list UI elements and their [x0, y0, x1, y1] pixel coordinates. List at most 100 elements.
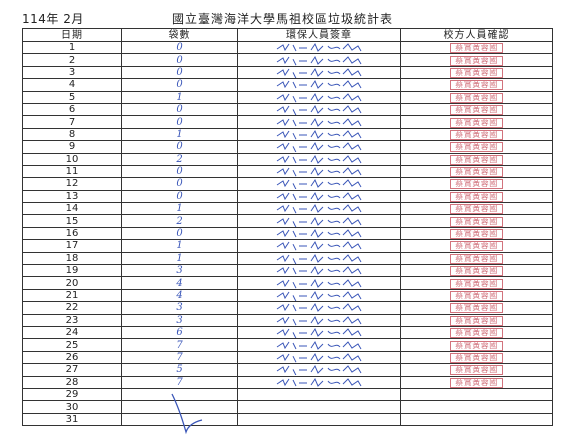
- table-body: 1 0 蔡賞黃蓉國 2 0 蔡賞黃蓉國 3 0 蔡賞黃蓉國 4 0 蔡賞黃蓉國 5 1 蔡賞黃蓉國 6 0 蔡賞黃…: [22, 40, 553, 427]
- table-row: 8 1 蔡賞黃蓉國: [22, 127, 553, 142]
- school-confirmation-cell: 蔡賞黃蓉國: [400, 115, 553, 129]
- date-cell: 30: [22, 400, 122, 414]
- bag-count-cell: 1: [121, 239, 238, 253]
- date-cell: 20: [22, 276, 122, 290]
- school-confirmation-cell: 蔡賞黃蓉國: [400, 325, 553, 340]
- date-cell: 9: [22, 140, 122, 154]
- staff-signature-cell: [237, 239, 401, 253]
- bag-count-cell: 5: [121, 363, 238, 377]
- date-cell: 17: [22, 239, 122, 253]
- staff-signature-cell: [237, 140, 401, 154]
- table-row: 15 2 蔡賞黃蓉國: [22, 214, 553, 228]
- table-row: 7 0 蔡賞黃蓉國: [22, 115, 553, 129]
- table-row: 24 6 蔡賞黃蓉國: [22, 325, 553, 340]
- red-name-stamp: 蔡賞黃蓉國: [450, 117, 503, 128]
- school-confirmation-cell: 蔡賞黃蓉國: [400, 338, 553, 352]
- column-header-bags: 袋數: [121, 28, 238, 42]
- red-name-stamp: 蔡賞黃蓉國: [450, 340, 503, 351]
- bag-count-cell: 2: [121, 214, 238, 228]
- handwritten-signature: [276, 315, 362, 326]
- column-header-date: 日期: [22, 28, 122, 42]
- bag-count-cell: 7: [121, 338, 238, 352]
- staff-signature-cell: [237, 177, 401, 191]
- school-confirmation-cell: 蔡賞黃蓉國: [400, 363, 553, 377]
- table-row: 23 3 蔡賞黃蓉國: [22, 313, 553, 328]
- handwritten-signature: [276, 278, 362, 289]
- school-confirmation-cell: 蔡賞黃蓉國: [400, 177, 553, 191]
- date-cell: 10: [22, 152, 122, 166]
- date-cell: 8: [22, 127, 122, 142]
- bag-count-cell: 0: [121, 65, 238, 80]
- handwritten-signature: [276, 377, 362, 387]
- school-confirmation-cell: 蔡賞黃蓉國: [400, 375, 553, 389]
- handwritten-signature: [276, 67, 362, 78]
- bag-count-cell: 0: [121, 53, 238, 67]
- handwritten-signature: [276, 352, 362, 363]
- staff-signature-cell: [237, 152, 401, 166]
- date-cell: 1: [22, 40, 122, 55]
- garbage-log-table: 日期 袋數 環保人員簽章 校方人員確認 1 0 蔡賞黃蓉國 2 0 蔡賞黃蓉國 3 0 蔡賞黃蓉…: [22, 28, 553, 427]
- red-name-stamp: 蔡賞黃蓉國: [450, 105, 503, 115]
- table-row: 2 0 蔡賞黃蓉國: [22, 53, 553, 67]
- date-cell: 27: [22, 363, 122, 377]
- staff-signature-cell: [237, 400, 401, 414]
- bag-count-cell: 0: [121, 140, 238, 154]
- date-cell: 19: [22, 264, 122, 278]
- handwritten-signature: [276, 229, 362, 238]
- handwritten-signature: [276, 167, 362, 177]
- staff-signature-cell: [237, 214, 401, 228]
- staff-signature-cell: [237, 301, 401, 315]
- school-confirmation-cell: 蔡賞黃蓉國: [400, 65, 553, 80]
- staff-signature-cell: [237, 264, 401, 278]
- table-row: 29: [22, 387, 553, 402]
- bag-count-cell: 3: [121, 264, 238, 278]
- table-row: 26 7 蔡賞黃蓉國: [22, 350, 553, 365]
- bag-count-cell: 0: [121, 189, 238, 204]
- red-name-stamp: 蔡賞黃蓉國: [450, 253, 503, 264]
- school-confirmation-cell: 蔡賞黃蓉國: [400, 127, 553, 142]
- table-row: 18 1 蔡賞黃蓉國: [22, 251, 553, 266]
- handwritten-signature: [276, 266, 362, 276]
- date-cell: 3: [22, 65, 122, 80]
- staff-signature-cell: [237, 338, 401, 352]
- staff-signature-cell: [237, 350, 401, 365]
- handwritten-signature: [276, 55, 362, 66]
- handwritten-signature: [276, 365, 362, 376]
- date-cell: 6: [22, 102, 122, 117]
- table-row: 28 7 蔡賞黃蓉國: [22, 375, 553, 389]
- handwritten-signature: [276, 216, 362, 227]
- date-cell: 11: [22, 164, 122, 179]
- date-cell: 26: [22, 350, 122, 365]
- staff-signature-cell: [237, 53, 401, 67]
- handwritten-signature: [276, 204, 362, 214]
- table-row: 3 0 蔡賞黃蓉國: [22, 65, 553, 80]
- bag-count-cell: 1: [121, 127, 238, 142]
- handwritten-signature: [276, 142, 362, 152]
- handwritten-signature: [276, 340, 362, 350]
- handwritten-signature: [276, 253, 362, 264]
- red-name-stamp: 蔡賞黃蓉國: [450, 80, 503, 91]
- red-name-stamp: 蔡賞黃蓉國: [450, 315, 503, 326]
- staff-signature-cell: [237, 202, 401, 216]
- school-confirmation-cell: 蔡賞黃蓉國: [400, 102, 553, 117]
- date-cell: 7: [22, 115, 122, 129]
- handwritten-signature: [276, 80, 362, 90]
- table-row: 16 0 蔡賞黃蓉國: [22, 226, 553, 241]
- table-row: 9 0 蔡賞黃蓉國: [22, 140, 553, 154]
- school-confirmation-cell: 蔡賞黃蓉國: [400, 350, 553, 365]
- bag-count-cell: 1: [121, 202, 238, 216]
- bag-count-cell: 0: [121, 177, 238, 191]
- red-name-stamp: 蔡賞黃蓉國: [450, 204, 503, 214]
- table-row: 21 4 蔡賞黃蓉國: [22, 288, 553, 303]
- handwritten-signature: [276, 328, 362, 338]
- red-name-stamp: 蔡賞黃蓉國: [450, 142, 503, 152]
- handwritten-signature: [276, 105, 362, 115]
- table-row: 1 0 蔡賞黃蓉國: [22, 40, 553, 55]
- handwritten-signature: [276, 241, 362, 251]
- table-header-row: 日期 袋數 環保人員簽章 校方人員確認: [22, 28, 553, 42]
- red-name-stamp: 蔡賞黃蓉國: [450, 129, 503, 140]
- table-row: 30: [22, 400, 553, 414]
- bag-count-cell: 3: [121, 301, 238, 315]
- red-name-stamp: 蔡賞黃蓉國: [450, 216, 503, 227]
- bag-count-cell: 0: [121, 102, 238, 117]
